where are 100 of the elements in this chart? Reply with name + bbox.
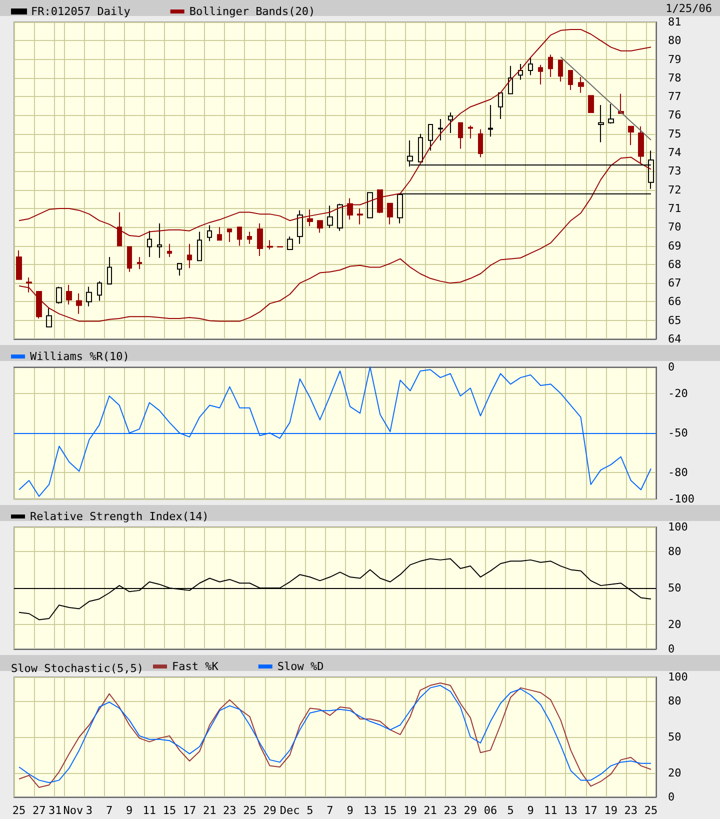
candlestick (538, 64, 543, 85)
x-tick-label: 29 (464, 804, 478, 817)
y-tick-label: 72 (668, 183, 682, 196)
x-tick-label: 19 (404, 804, 417, 817)
candlestick (548, 54, 553, 78)
x-tick-label: 11 (142, 804, 156, 817)
candlestick (518, 63, 523, 80)
text: 1/25/06 (666, 2, 712, 15)
y-tick-label: 80 (668, 544, 682, 558)
y-tick-label: 50 (668, 582, 682, 594)
candlestick (468, 124, 473, 140)
y-tick-label: 66 (668, 295, 682, 308)
x-tick-label: 13 (564, 804, 578, 817)
x-tick-label: 15 (162, 804, 176, 817)
y-tick-label: 65 (668, 314, 682, 327)
legend-label: Fast %K (172, 660, 219, 673)
candlestick (438, 118, 443, 141)
candlestick (628, 126, 634, 146)
x-tick-label: 25 (644, 804, 658, 817)
candlestick (357, 208, 363, 225)
y-tick-label: 0 (668, 642, 675, 656)
x-tick-label: 5 (507, 804, 514, 817)
y-tick-label: 100 (668, 670, 688, 684)
x-tick-label: 5 (306, 804, 314, 817)
x-tick-label: 7 (326, 804, 334, 817)
candlestick (237, 226, 242, 246)
y-tick-label: 0 (668, 360, 675, 374)
candlestick (578, 76, 584, 94)
candlestick (428, 124, 433, 152)
candlestick (297, 210, 303, 244)
candlestick (498, 92, 503, 120)
candlestick (86, 286, 92, 307)
x-tick-label: 9 (527, 804, 534, 817)
legend-label: FR:012057 Daily (31, 5, 131, 18)
y-tick-label: 20 (668, 766, 682, 780)
y-tick-label: 77 (668, 90, 682, 104)
x-tick-label: 17 (584, 804, 598, 817)
x-tick-label: 31 (48, 804, 62, 817)
x-tick-label: 9 (346, 804, 354, 817)
candlestick (76, 292, 82, 314)
candlestick (127, 246, 132, 272)
legend-label: Bollinger Bands(20) (189, 5, 316, 18)
x-tick-label: Dec (280, 804, 300, 817)
candlestick (418, 133, 423, 162)
y-tick-label: 76 (668, 108, 682, 122)
candlestick (458, 122, 463, 150)
legend-label: Relative Strength Index(14) (30, 510, 209, 523)
y-tick-label: 80 (668, 34, 682, 48)
candlestick (528, 56, 533, 76)
x-tick-label: 7 (106, 804, 113, 817)
candlestick (187, 243, 192, 269)
y-tick-label: 68 (668, 258, 682, 271)
candlestick (558, 60, 563, 82)
candlestick (257, 222, 263, 257)
candlestick (568, 70, 573, 91)
candlestick (56, 286, 62, 304)
y-tick-label: 0 (668, 790, 675, 804)
y-tick-label: -20 (668, 386, 688, 400)
x-tick-label: 9 (126, 804, 133, 817)
x-tick-label: 06 (484, 804, 498, 817)
candlestick (478, 128, 483, 158)
y-tick-label: 20 (668, 618, 682, 632)
candlestick (197, 231, 202, 262)
x-tick-label: 3 (86, 804, 93, 817)
legend-label: Slow %D (277, 660, 324, 673)
y-tick-label: 64 (668, 332, 682, 346)
y-tick-label: 69 (668, 239, 682, 252)
y-tick-label: 78 (668, 71, 682, 84)
candlestick (307, 208, 313, 227)
x-tick-label: 19 (604, 804, 618, 817)
chart-title: Slow Stochastic(5,5) (11, 662, 144, 675)
candlestick (598, 104, 604, 143)
x-tick-label: 27 (32, 804, 46, 817)
candlestick (287, 236, 293, 250)
candlestick (317, 220, 323, 234)
candlestick (377, 189, 383, 214)
candlestick (267, 240, 273, 250)
y-tick-label: 70 (668, 220, 682, 234)
candlestick (97, 280, 102, 302)
candlestick (177, 262, 182, 276)
y-tick-label: -100 (668, 492, 694, 506)
candlestick (227, 228, 232, 243)
candlestick (66, 284, 72, 306)
y-tick-label: 74 (668, 146, 682, 160)
legend-label: Williams %R(10) (30, 350, 130, 363)
candlestick (26, 276, 32, 293)
candlestick (217, 226, 222, 241)
candlestick (147, 230, 152, 258)
candlestick (137, 256, 142, 270)
x-tick-label: 11 (544, 804, 558, 817)
y-tick-label: 73 (668, 164, 682, 178)
candlestick (488, 104, 493, 138)
candlestick (207, 224, 212, 242)
candlestick (337, 203, 343, 232)
x-tick-label: 17 (182, 804, 196, 817)
x-tick-label: 29 (263, 804, 276, 817)
line-series (560, 56, 652, 141)
x-tick-label: 23 (223, 804, 236, 817)
x-tick-label: 23 (444, 804, 457, 817)
candlestick (107, 256, 112, 284)
